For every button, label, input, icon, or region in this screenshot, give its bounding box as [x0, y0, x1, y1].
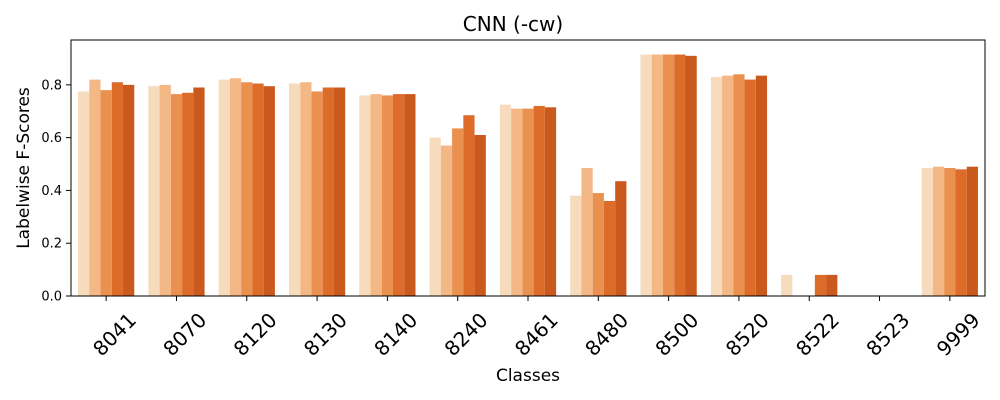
x-tick-label: 8130 — [299, 308, 352, 361]
bar-8520-s5 — [755, 75, 768, 296]
x-tick-label: 8520 — [721, 308, 774, 361]
bar-8480-s4 — [603, 200, 616, 296]
bar-8130-s3 — [311, 91, 323, 297]
bar-8120-s3 — [241, 82, 253, 296]
bar-8240-s1 — [429, 137, 441, 296]
bar-8070-s2 — [159, 84, 171, 297]
bar-8070-s5 — [193, 87, 205, 296]
x-tick-label: 8480 — [580, 308, 633, 361]
x-tick-label: 8120 — [229, 308, 282, 361]
x-axis: 8041 8070 8120 8130 8140 8240 8461 8480 8500 8520… — [88, 296, 985, 361]
bar-8140-s4 — [393, 94, 405, 296]
y-tick-label: 0.2 — [41, 237, 62, 252]
x-tick-label: 8522 — [791, 308, 844, 361]
bar-8461-s5 — [544, 107, 557, 296]
bar-8461-s4 — [533, 105, 545, 296]
bar-8140-s5 — [404, 94, 416, 296]
bar-8041-s3 — [100, 90, 112, 296]
x-tick-label: 8140 — [369, 308, 422, 361]
bar-8130-s2 — [300, 82, 312, 296]
bar-8461-s1 — [499, 104, 512, 296]
bar-9999-s1 — [921, 168, 933, 296]
bar-8041-s4 — [111, 82, 124, 296]
bar-8500-s2 — [651, 54, 663, 296]
bar-8070-s4 — [182, 92, 194, 296]
bar-8500-s5 — [685, 55, 697, 297]
bar-8120-s2 — [229, 78, 242, 297]
x-tick-label: 8240 — [440, 308, 493, 361]
bar-8041-s5 — [123, 84, 135, 297]
bar-8041-s1 — [78, 91, 90, 297]
bar-8041-s2 — [89, 79, 101, 296]
y-tick-label: 0.0 — [41, 290, 62, 305]
bar-8120-s4 — [252, 83, 264, 296]
bar-8240-s4 — [463, 115, 475, 296]
bar-8520-s1 — [710, 76, 723, 296]
x-tick-label: 8461 — [510, 308, 563, 361]
bar-8480-s5 — [615, 181, 627, 296]
y-tick-label: 0.4 — [41, 184, 62, 199]
bar-8520-s2 — [722, 75, 734, 296]
x-tick-label: 8523 — [861, 308, 914, 361]
bar-8500-s3 — [662, 54, 675, 296]
y-tick-label: 0.8 — [41, 78, 62, 93]
bar-8480-s3 — [592, 193, 604, 296]
bar-8140-s2 — [370, 94, 382, 296]
bar-9999-s2 — [932, 166, 945, 296]
bar-8120-s1 — [218, 79, 230, 296]
bar-8120-s5 — [263, 86, 275, 296]
bar-9999-s5 — [966, 166, 978, 296]
bar-8240-s3 — [452, 128, 464, 296]
bar-8480-s2 — [581, 168, 593, 296]
bar-9999-s4 — [955, 169, 967, 296]
bar-8130-s4 — [322, 87, 334, 296]
bar-8522-s5 — [826, 274, 838, 296]
plot-frame — [70, 39, 986, 297]
bar-8522-s1 — [781, 274, 793, 296]
bar-9999-s3 — [944, 168, 956, 296]
bar-8520-s3 — [733, 74, 745, 296]
x-tick-label: 8500 — [650, 308, 703, 361]
bar-8130-s5 — [333, 87, 346, 296]
y-tick-label: 0.6 — [41, 131, 62, 146]
x-axis-label: Classes — [496, 366, 560, 386]
bar-8480-s1 — [570, 195, 582, 296]
y-axis: 0.0 0.2 0.4 0.6 0.8 — [41, 78, 71, 305]
bar-8240-s2 — [440, 145, 453, 296]
x-tick-label: 8070 — [158, 308, 211, 361]
bar-8070-s1 — [148, 86, 160, 296]
bar-8461-s3 — [522, 108, 534, 297]
bar-8500-s1 — [640, 54, 652, 296]
bar-8140-s3 — [381, 95, 394, 296]
bar-8522-s4 — [814, 274, 827, 296]
chart-title: CNN (-cw) — [463, 12, 563, 36]
bar-8520-s4 — [744, 79, 756, 296]
bar-8240-s5 — [474, 135, 486, 296]
bar-8140-s1 — [359, 95, 371, 296]
bar-8500-s4 — [674, 54, 686, 296]
bar-8130-s1 — [288, 83, 301, 296]
x-tick-label: 9999 — [932, 308, 985, 361]
bar-8461-s2 — [511, 108, 523, 297]
x-tick-label: 8041 — [88, 308, 141, 361]
y-axis-label: Labelwise F-Scores — [14, 87, 34, 249]
bars-group — [78, 54, 978, 297]
bar-8070-s3 — [170, 94, 183, 296]
